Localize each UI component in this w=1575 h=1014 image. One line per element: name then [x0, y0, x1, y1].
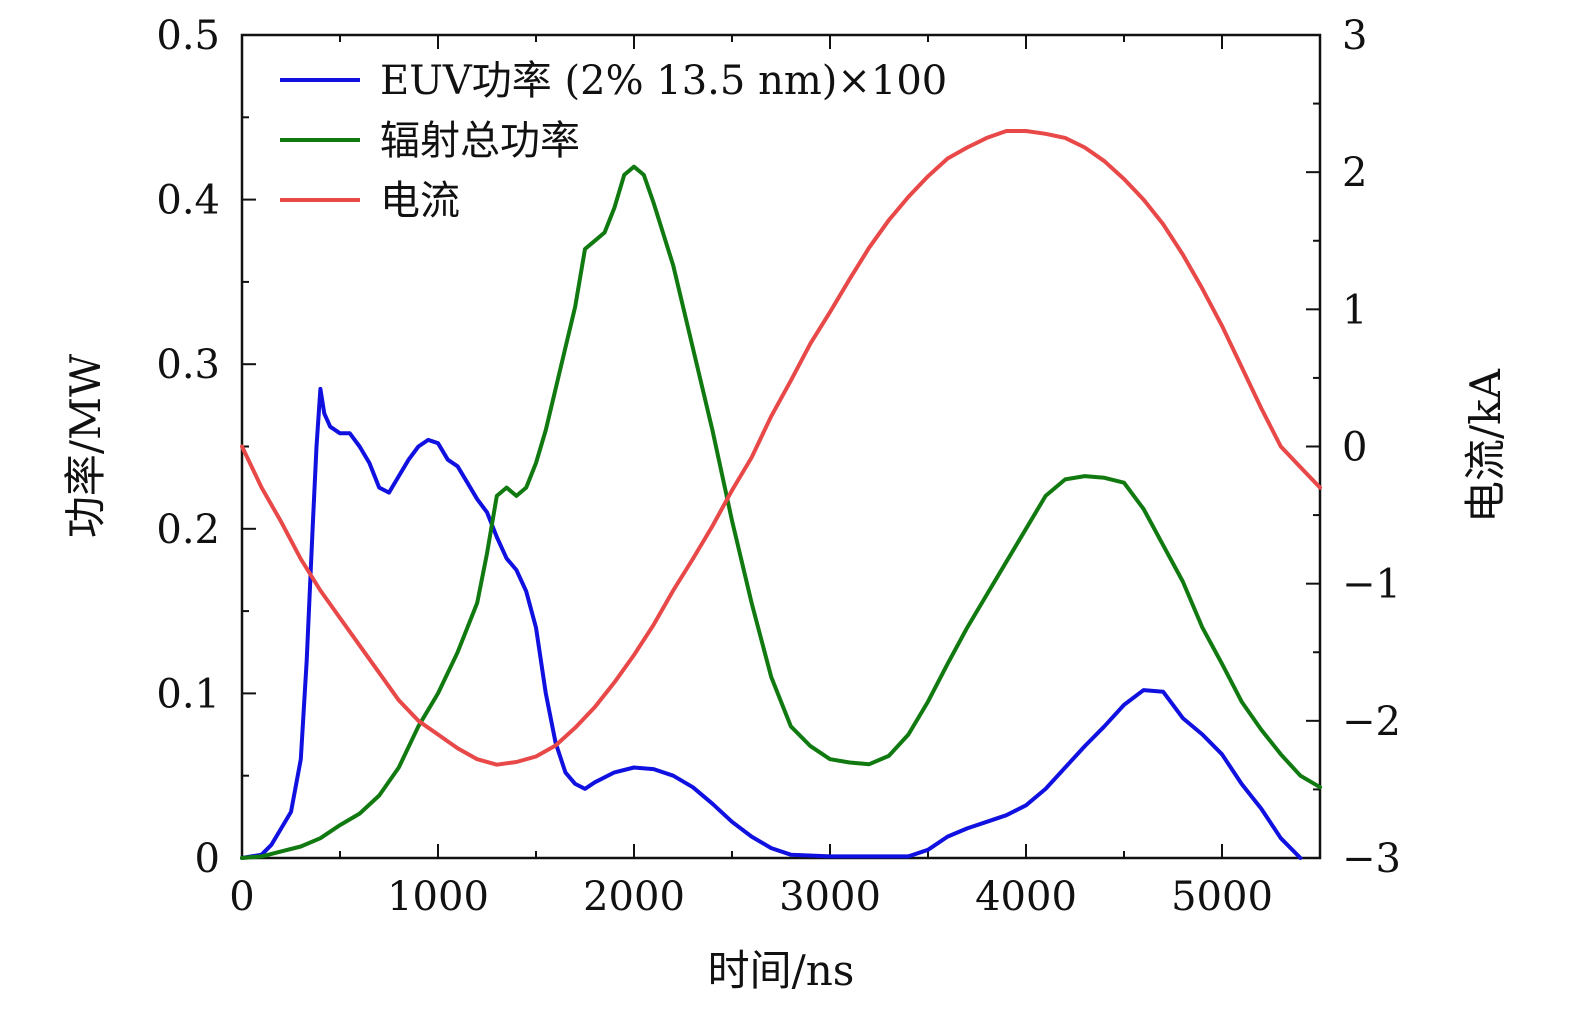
- x-tick-label: 5000: [1171, 874, 1273, 920]
- legend-label-euv: EUV功率 (2% 13.5 nm)×100: [380, 58, 947, 104]
- y-axis-right-title: 电流/kA: [1461, 368, 1510, 523]
- series-line-current: [240, 129, 1322, 767]
- y-left-tick-label: 0: [195, 836, 220, 882]
- y-left-tick-label: 0.3: [156, 342, 220, 388]
- y-left-tick-label: 0.4: [156, 178, 220, 224]
- series-line-total-radiation: [240, 164, 1322, 860]
- y-left-tick-label: 0.2: [156, 507, 220, 553]
- y-right-tick-label: 0: [1342, 425, 1367, 471]
- y-right-tick-label: −3: [1342, 836, 1401, 882]
- x-tick-label: 0: [229, 874, 254, 920]
- x-tick-label: 2000: [583, 874, 685, 920]
- y-left-tick-label: 0.1: [156, 671, 220, 717]
- x-tick-label: 4000: [975, 874, 1077, 920]
- y-right-tick-label: 3: [1342, 13, 1367, 59]
- series-layer: [240, 129, 1322, 860]
- y-right-tick-label: −1: [1342, 562, 1401, 608]
- x-tick-label: 3000: [779, 874, 881, 920]
- y-right-tick-label: −2: [1342, 699, 1401, 745]
- plot-area-group: 0 1000 2000 3000 4000 5000 0 0.1 0.2 0.3 0.4 0.5 −3 −…: [156, 13, 1401, 920]
- legend-label-total-radiation: 辐射总功率: [380, 118, 580, 164]
- y-left-tick-label: 0.5: [156, 13, 220, 59]
- y-right-tick-label: 2: [1342, 150, 1367, 196]
- legend: EUV功率 (2% 13.5 nm)×100 辐射总功率 电流: [280, 58, 947, 224]
- x-tick-label: 1000: [387, 874, 489, 920]
- y-right-tick-label: 1: [1342, 287, 1367, 333]
- ticks-layer: 0 1000 2000 3000 4000 5000 0 0.1 0.2 0.3 0.4 0.5 −3 −…: [156, 13, 1401, 920]
- y-axis-left-title: 功率/MW: [61, 353, 110, 538]
- legend-label-current: 电流: [380, 178, 460, 224]
- x-axis-title: 时间/ns: [708, 946, 855, 995]
- series-line-euv: [240, 386, 1303, 860]
